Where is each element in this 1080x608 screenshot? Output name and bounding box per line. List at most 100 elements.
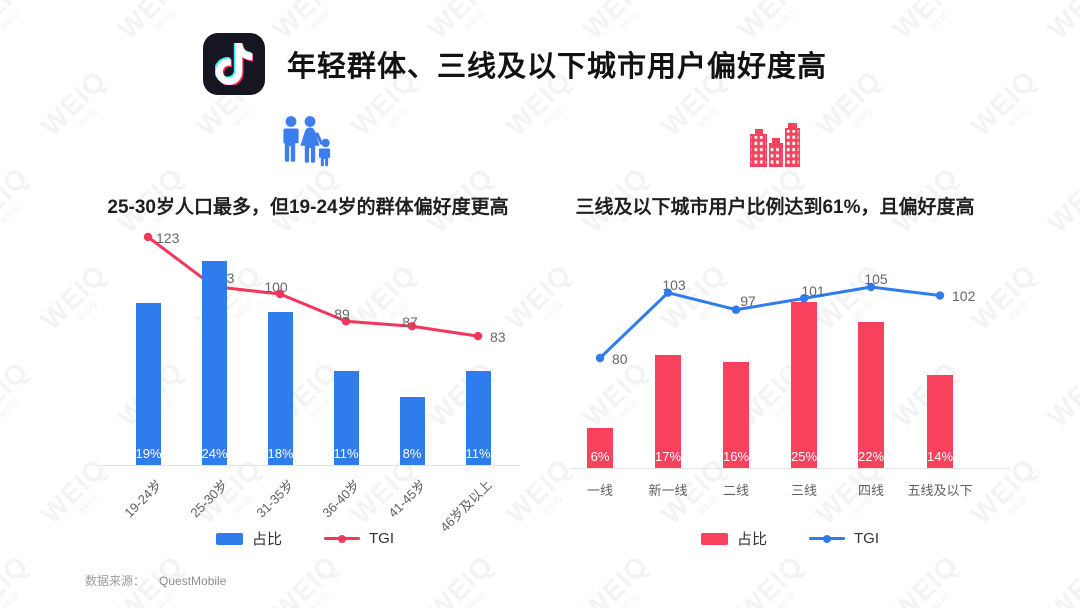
watermark: WEIQWEIQ: [1042, 355, 1080, 440]
tgi-value-label: 105: [864, 271, 888, 287]
tgi-value-label: 97: [740, 292, 756, 309]
legend-line-label: TGI: [854, 530, 879, 547]
tgi-value-label: 80: [612, 351, 628, 367]
tgi-value-label: 83: [490, 329, 506, 346]
header: 年轻群体、三线及以下城市用户偏好度高: [203, 33, 827, 95]
family-icon: [282, 115, 338, 172]
city-tier-chart: 80 103 97 101 105 102 6% 一线 17% 新一线 16% 二线 25% 三线 22% 四…: [570, 250, 1010, 498]
watermark: WEIQWEIQ: [0, 161, 41, 246]
category-label: 31-35岁: [253, 477, 297, 521]
bar-46岁及以上: 11%: [465, 371, 491, 465]
tgi-value-label: 102: [952, 287, 976, 304]
watermark: WEIQWEIQ: [887, 549, 972, 608]
line-swatch: [324, 534, 360, 543]
legend-bar-label: 占比: [251, 531, 282, 548]
watermark: WEIQWEIQ: [0, 549, 41, 608]
category-label: 19-24岁: [121, 477, 165, 521]
left-chart-legend: 占比 TGI: [105, 528, 505, 549]
source-label: 数据来源：: [85, 574, 146, 588]
bar-percent-label: 11%: [465, 446, 491, 461]
watermark: WEIQWEIQ: [0, 355, 41, 440]
watermark: WEIQWEIQ: [112, 0, 197, 52]
bar-19-24岁: 19%: [135, 303, 162, 465]
bar-41-45岁: 8%: [399, 397, 425, 465]
source-value: QuestMobile: [159, 574, 227, 588]
legend-line-label: TGI: [369, 530, 394, 547]
category-label: 25-30岁: [187, 477, 231, 521]
category-label: 41-45岁: [385, 477, 429, 521]
line-marker: [275, 289, 285, 299]
line-marker: [663, 288, 673, 297]
tgi-value-label: 100: [264, 278, 288, 295]
watermark: WEIQWEIQ: [422, 549, 507, 608]
watermark: WEIQWEIQ: [1042, 161, 1080, 246]
right-chart-subtitle: 三线及以下城市用户比例达到61%，且偏好度高: [575, 197, 975, 218]
category-label: 五线及以下: [907, 483, 973, 498]
watermark: WEIQWEIQ: [577, 549, 662, 608]
line-marker: [473, 331, 483, 341]
line-dot: [338, 534, 346, 543]
bar-percent-label: 6%: [590, 449, 610, 464]
watermark: WEIQWEIQ: [267, 549, 352, 608]
bar-swatch: [215, 532, 243, 545]
legend-bar-item: 占比: [215, 528, 282, 549]
tgi-value-label: 123: [156, 230, 180, 246]
tgi-value-label: 101: [801, 283, 825, 300]
category-label: 四线: [857, 483, 885, 498]
bar-二线: 16%: [723, 362, 749, 468]
bar-percent-label: 17%: [655, 449, 682, 464]
bar-percent-label: 8%: [402, 446, 422, 461]
line-marker: [407, 322, 417, 331]
bar-五线及以下: 14%: [927, 375, 953, 468]
category-label: 46岁及以上: [437, 477, 495, 535]
watermark: WEIQWEIQ: [35, 64, 120, 149]
page-title: 年轻群体、三线及以下城市用户偏好度高: [287, 51, 828, 83]
category-label: 新一线: [648, 483, 688, 498]
category-label: 36-40岁: [319, 477, 363, 521]
watermark: WEIQWEIQ: [965, 64, 1050, 149]
city-buildings-icon: [748, 122, 804, 173]
watermark: WEIQWEIQ: [0, 0, 41, 52]
line-dot: [823, 534, 831, 543]
category-label: 一线: [586, 483, 614, 498]
line-marker: [595, 353, 605, 363]
line-marker: [143, 232, 153, 242]
bar-swatch: [700, 532, 728, 545]
category-label: 三线: [790, 483, 818, 498]
tgi-value-label: 89: [334, 306, 350, 323]
line-marker: [341, 317, 351, 326]
right-chart-legend: 占比 TGI: [590, 528, 990, 549]
watermark: WEIQWEIQ: [732, 549, 817, 608]
bar-25-30岁: 24%: [201, 261, 228, 465]
x-axis: [100, 465, 520, 466]
bar-percent-label: 19%: [135, 446, 162, 461]
legend-bar-label: 占比: [736, 531, 767, 548]
bar-三线: 25%: [791, 302, 817, 468]
tiktok-logo-icon: [203, 33, 265, 95]
bar-36-40岁: 11%: [333, 371, 359, 465]
legend-line-item: TGI: [324, 530, 394, 547]
watermark: WEIQWEIQ: [1042, 549, 1080, 608]
tiktok-note-glyph: [215, 43, 253, 85]
watermark: WEIQWEIQ: [1042, 0, 1080, 52]
tgi-value-label: 87: [402, 314, 418, 331]
bar-percent-label: 25%: [791, 449, 818, 464]
bar-31-35岁: 18%: [267, 312, 294, 465]
line-swatch: [809, 534, 845, 543]
line-marker: [731, 305, 741, 314]
tgi-line: [143, 232, 483, 341]
bar-一线: 6%: [587, 428, 613, 468]
bar-新一线: 17%: [655, 355, 681, 468]
line-marker: [799, 294, 809, 303]
legend-line-item: TGI: [809, 530, 879, 547]
legend-bar-item: 占比: [700, 528, 767, 549]
data-source: 数据来源： QuestMobile: [85, 572, 226, 589]
age-distribution-chart: 12310310089878319%19-24岁24%25-30岁18%31-3…: [100, 228, 520, 535]
tgi-value-label: 103: [662, 276, 686, 293]
line-marker: [866, 282, 876, 292]
bar-四线: 22%: [858, 322, 884, 468]
bar-percent-label: 24%: [201, 446, 228, 461]
bar-percent-label: 18%: [267, 446, 294, 461]
bar-percent-label: 16%: [723, 449, 750, 464]
